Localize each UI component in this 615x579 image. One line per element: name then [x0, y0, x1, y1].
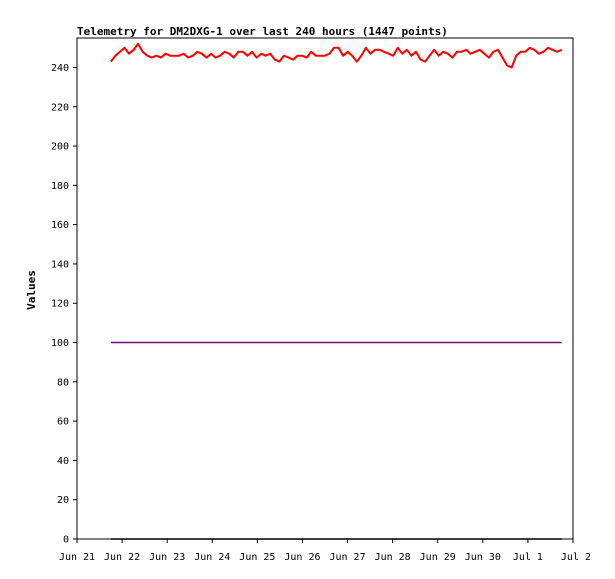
y-tick-label-5: 100 — [51, 338, 69, 349]
x-tick-label-7: Jun 28 — [375, 552, 411, 563]
y-tick-label-10: 200 — [51, 142, 69, 153]
series-line-0 — [110, 42, 563, 69]
y-tick-label-1: 20 — [57, 495, 69, 506]
x-tick-label-4: Jun 25 — [239, 552, 275, 563]
plot-frame — [76, 37, 574, 540]
x-tick-label-2: Jun 23 — [149, 552, 185, 563]
x-tick-label-11: Jul 2 — [561, 552, 591, 563]
y-axis: 0 20 40 60 80 100 120 140 160 180 200 220 240 — [51, 63, 77, 546]
series-layer — [110, 42, 563, 540]
y-tick-label-6: 120 — [51, 299, 69, 310]
x-axis: Jun 21 Jun 22 Jun 23 Jun 24 Jun 25 Jun 26 Jun … — [59, 539, 591, 563]
x-tick-label-9: Jun 30 — [465, 552, 501, 563]
x-tick-label-1: Jun 22 — [104, 552, 140, 563]
y-tick-label-8: 160 — [51, 220, 69, 231]
y-axis-label: Values — [25, 270, 38, 310]
x-tick-label-5: Jun 26 — [284, 552, 320, 563]
y-tick-label-3: 60 — [57, 417, 69, 428]
x-tick-label-3: Jun 24 — [194, 552, 230, 563]
y-tick-label-11: 220 — [51, 102, 69, 113]
y-tick-label-4: 80 — [57, 377, 69, 388]
y-tick-label-9: 180 — [51, 181, 69, 192]
y-tick-label-7: 140 — [51, 259, 69, 270]
x-tick-label-6: Jun 27 — [329, 552, 365, 563]
x-tick-label-10: Jul 1 — [513, 552, 543, 563]
y-tick-label-12: 240 — [51, 63, 69, 74]
chart-title: Telemetry for DM2DXG-1 over last 240 hou… — [77, 25, 448, 38]
x-tick-label-0: Jun 21 — [59, 552, 95, 563]
y-tick-label-2: 40 — [57, 456, 69, 467]
y-tick-label-0: 0 — [63, 535, 69, 546]
x-tick-label-8: Jun 29 — [420, 552, 456, 563]
